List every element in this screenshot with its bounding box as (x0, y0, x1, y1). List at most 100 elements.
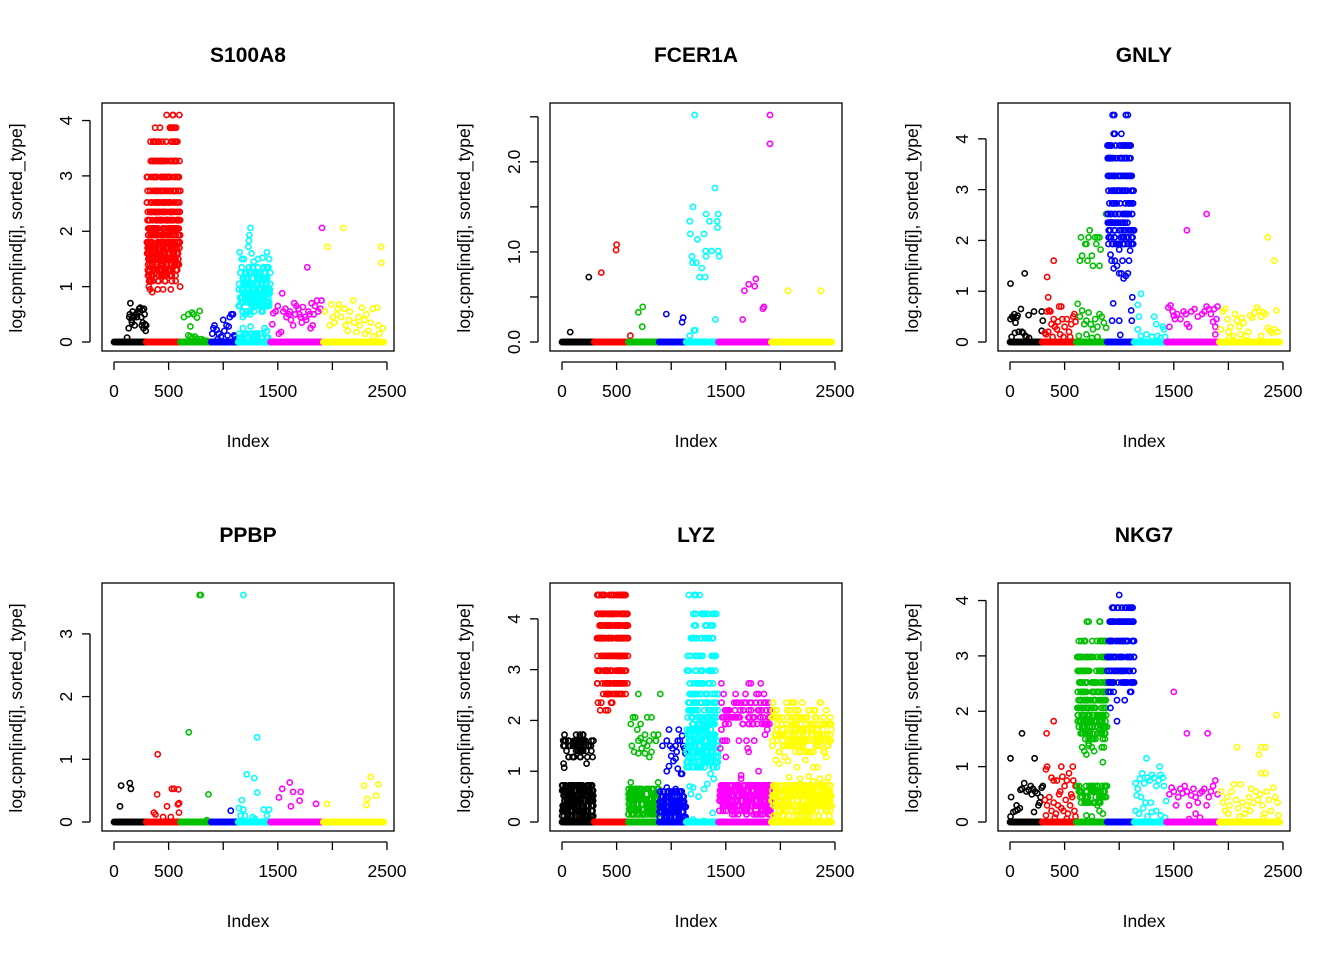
x-tick-label: 1500 (258, 381, 297, 401)
x-tick-label: 1500 (258, 861, 297, 881)
data-point (705, 691, 710, 696)
data-point (237, 250, 242, 255)
data-point (311, 312, 316, 317)
data-point (329, 302, 334, 307)
data-point (155, 792, 160, 797)
data-point (1046, 295, 1051, 300)
data-point (246, 238, 251, 243)
data-point (696, 743, 701, 748)
data-point (1149, 334, 1154, 339)
data-point (291, 789, 296, 794)
data-point (614, 248, 619, 253)
data-point (242, 813, 247, 818)
data-point (170, 112, 175, 117)
data-point (1095, 334, 1100, 339)
y-axis (82, 634, 90, 822)
data-point (378, 244, 383, 249)
data-point (1237, 324, 1242, 329)
data-point (1087, 228, 1092, 233)
data-points (111, 592, 386, 824)
data-point (687, 700, 692, 705)
series-group-5 (268, 225, 326, 344)
series-group-1 (144, 752, 183, 825)
data-point (1187, 324, 1192, 329)
data-point (241, 592, 246, 597)
data-point (300, 305, 305, 310)
data-point (1089, 253, 1094, 258)
data-points (559, 592, 834, 824)
data-point (1077, 314, 1082, 319)
data-point (1073, 319, 1078, 324)
data-point (248, 225, 253, 230)
data-point (177, 112, 182, 117)
data-point (1265, 235, 1270, 240)
data-point (313, 801, 318, 806)
data-point (1083, 241, 1088, 246)
data-point (664, 312, 669, 317)
data-point (1136, 314, 1141, 319)
data-point (255, 735, 260, 740)
data-point (297, 798, 302, 803)
data-point (175, 267, 180, 272)
data-point (128, 301, 133, 306)
data-point (308, 326, 313, 331)
data-point (322, 309, 327, 314)
data-point (1183, 312, 1188, 317)
x-axis (114, 362, 387, 370)
data-point (1154, 322, 1159, 327)
series-group-1 (1040, 258, 1079, 345)
data-point (119, 783, 124, 788)
x-axis (1010, 362, 1283, 370)
data-point (155, 279, 160, 284)
data-point (1068, 334, 1073, 339)
data-point (628, 780, 633, 785)
data-point (704, 623, 709, 628)
data-point (162, 279, 167, 284)
data-point (599, 270, 604, 275)
data-point (696, 794, 701, 799)
data-point (325, 244, 330, 249)
data-point (161, 287, 166, 292)
y-tick-label: 1 (952, 286, 972, 296)
series-group-3 (657, 727, 689, 825)
series-group-1 (592, 242, 633, 345)
data-point (561, 743, 566, 748)
data-point (1118, 332, 1123, 337)
data-point (664, 738, 669, 743)
data-point (128, 786, 133, 791)
data-points (1007, 112, 1282, 344)
data-point (178, 284, 183, 289)
data-point (690, 721, 695, 726)
data-point (570, 754, 575, 759)
x-tick-label: 2500 (368, 381, 407, 401)
y-tick-label: 3 (952, 185, 972, 195)
data-point (319, 225, 324, 230)
data-points (559, 112, 834, 344)
data-point (1208, 312, 1213, 317)
y-tick-label: 2 (56, 226, 76, 236)
data-point (584, 761, 589, 766)
data-point (288, 317, 293, 322)
y-tick-label: 1.0 (504, 239, 524, 264)
data-point (375, 305, 380, 310)
data-point (1064, 317, 1069, 322)
x-tick-label: 2500 (816, 381, 855, 401)
data-point (1178, 317, 1183, 322)
data-point (157, 125, 162, 130)
y-axis (978, 139, 986, 342)
data-point (589, 748, 594, 753)
data-point (658, 691, 663, 696)
data-point (688, 231, 693, 236)
data-point (1214, 317, 1219, 322)
data-point (1138, 333, 1143, 338)
data-point (673, 756, 678, 761)
y-tick-label: 2.0 (504, 149, 524, 174)
y-tick-label: 1 (56, 754, 76, 764)
data-point (717, 254, 722, 259)
data-point (164, 112, 169, 117)
series-group-5 (716, 112, 774, 344)
data-point (280, 786, 285, 791)
data-point (1246, 329, 1251, 334)
y-tick-label: 0 (952, 337, 972, 347)
data-point (1080, 308, 1085, 313)
